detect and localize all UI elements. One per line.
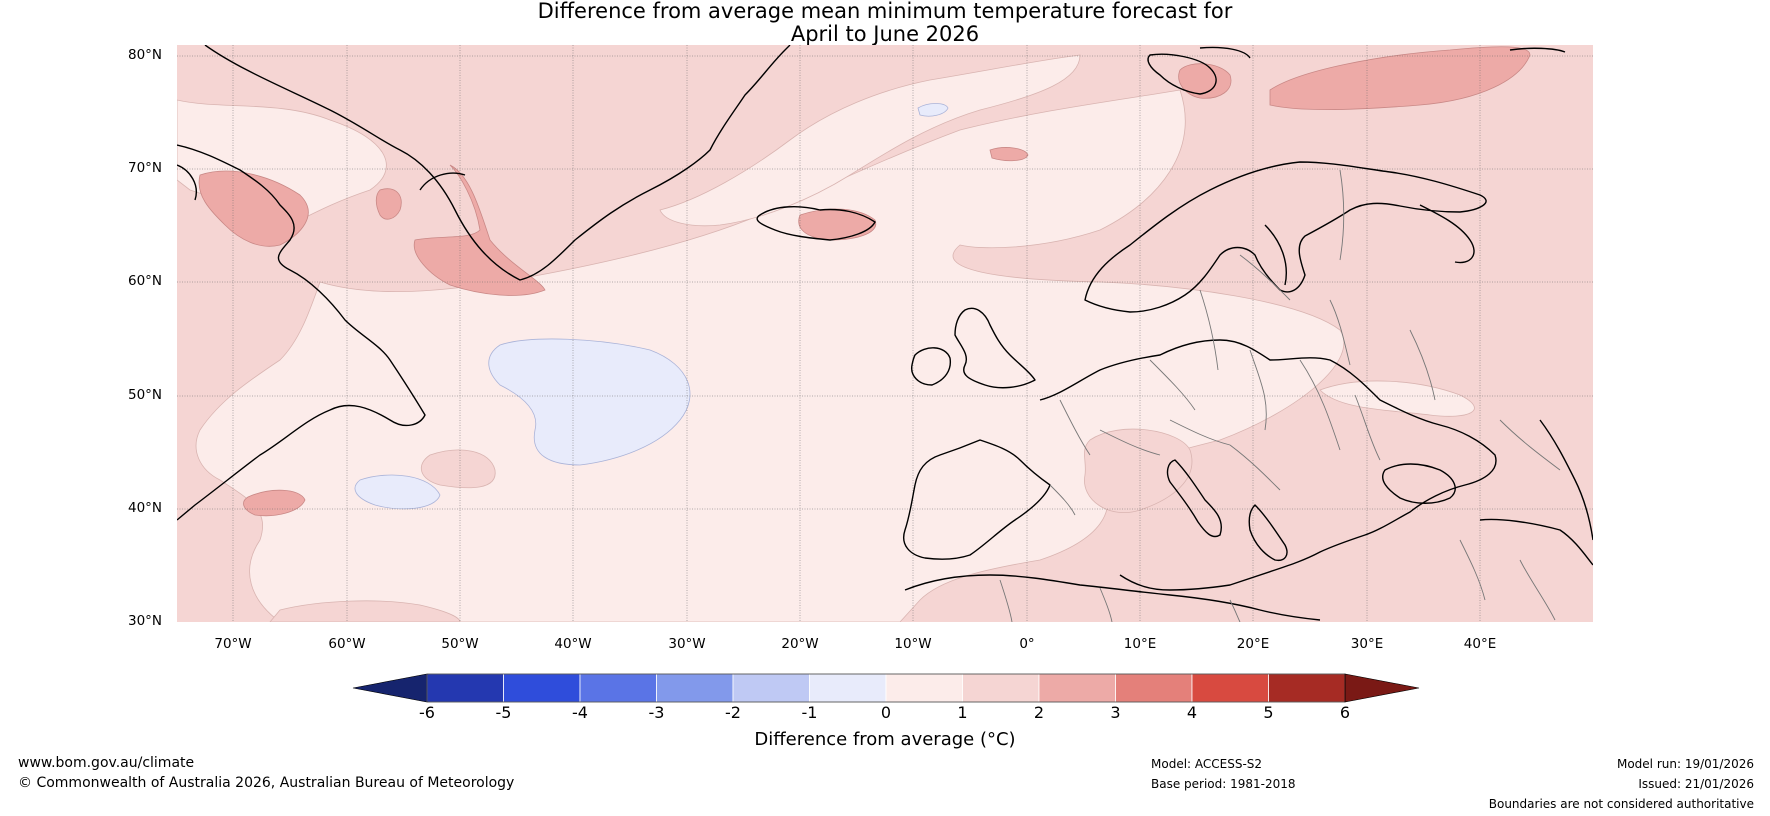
colorbar-swatch [809, 673, 887, 703]
chart-title-line1: Difference from average mean minimum tem… [537, 0, 1233, 23]
colorbar-tick-label: -5 [495, 703, 512, 722]
lon-label-10e: 10°E [1123, 636, 1157, 652]
anomaly-region-2-3 [1269, 46, 1531, 110]
colorbar-swatch [1038, 673, 1116, 703]
anomaly-region-2-3 [413, 164, 546, 296]
anomaly-region-1-2 [269, 600, 461, 622]
colorbar-swatch [503, 673, 581, 703]
anomaly-region-2-3 [243, 489, 306, 517]
lon-label-20e: 20°E [1236, 636, 1270, 652]
colorbar-swatch [1268, 673, 1346, 703]
lat-label-40n: 40°N [128, 500, 163, 516]
anomaly-region-2-3 [198, 170, 309, 247]
colorbar-swatches [352, 673, 1420, 703]
website-link[interactable]: www.bom.gov.au/climate [18, 755, 195, 771]
colorbar-tick-label: 1 [957, 703, 968, 722]
lat-label-30n: 30°N [128, 613, 163, 629]
lon-label-0: 0° [1019, 636, 1035, 652]
colorbar-tick-label: 0 [880, 703, 892, 722]
country-borders [999, 169, 1561, 622]
anomaly-region-0-1 [659, 54, 1081, 227]
colorbar-swatch [885, 673, 963, 703]
lon-label-10w: 10°W [894, 636, 932, 652]
colorbar-swatch [1115, 673, 1193, 703]
colorbar-swatch [1191, 673, 1269, 703]
model-name: Model: ACCESS-S2 [1151, 757, 1263, 771]
colorbar-swatch [426, 673, 504, 703]
colorbar-tick-label: 3 [1110, 703, 1121, 722]
lat-label-80n: 80°N [128, 47, 163, 63]
anomaly-region-minus1-0 [488, 338, 691, 466]
colorbar-tick-label: 5 [1263, 703, 1274, 722]
lat-label-50n: 50°N [128, 387, 163, 403]
colorbar-tick-label: 4 [1186, 703, 1198, 722]
anomaly-region-minus1-0 [917, 103, 949, 117]
model-run-date: Model run: 19/01/2026 [1616, 757, 1754, 771]
anomaly-region-0-1 [1319, 380, 1475, 417]
copyright-text: © Commonwealth of Australia 2026, Austra… [18, 775, 515, 791]
anomaly-region-1-2 [420, 449, 496, 489]
anomaly-region-1-2 [1084, 428, 1193, 513]
boundaries-disclaimer: Boundaries are not considered authoritat… [1488, 797, 1754, 811]
lon-label-60w: 60°W [328, 636, 366, 652]
colorbar-extend-high [1344, 673, 1420, 703]
colorbar-tick-label: -6 [419, 703, 435, 722]
lon-label-30w: 30°W [668, 636, 706, 652]
lon-label-30e: 30°E [1350, 636, 1384, 652]
anomaly-region-2-3 [375, 188, 402, 220]
colorbar-tick-label: -1 [801, 703, 818, 722]
colorbar-tick-label: -2 [725, 703, 741, 722]
issued-date: Issued: 21/01/2026 [1638, 777, 1754, 791]
colorbar-swatch [656, 673, 734, 703]
coastlines [177, 45, 1593, 621]
lon-label-40e: 40°E [1463, 636, 1497, 652]
colorbar-swatch [962, 673, 1040, 703]
anomaly-region-2-3 [798, 208, 877, 241]
lat-label-60n: 60°N [128, 273, 163, 289]
colorbar-tick-label: -4 [572, 703, 588, 722]
lon-label-70w: 70°W [214, 636, 252, 652]
lat-label-70n: 70°N [128, 160, 163, 176]
colorbar-tick-label: -3 [648, 703, 665, 722]
chart-title-line2: April to June 2026 [790, 22, 980, 46]
colorbar-swatch [579, 673, 657, 703]
colorbar-tick-label: 2 [1033, 703, 1045, 722]
base-period: Base period: 1981-2018 [1151, 777, 1296, 791]
colorbar-extend-low [352, 673, 428, 703]
graticule [177, 45, 1593, 622]
colorbar-label: Difference from average (°C) [754, 729, 1016, 750]
lon-label-20w: 20°W [781, 636, 819, 652]
colorbar-tick-label: 6 [1339, 703, 1351, 722]
colorbar-outline [426, 673, 1346, 703]
colorbar-swatch [732, 673, 810, 703]
anomaly-region-2-3 [989, 147, 1029, 162]
anomaly-region-minus1-0 [354, 474, 441, 510]
lon-label-40w: 40°W [554, 636, 592, 652]
lon-label-50w: 50°W [441, 636, 479, 652]
